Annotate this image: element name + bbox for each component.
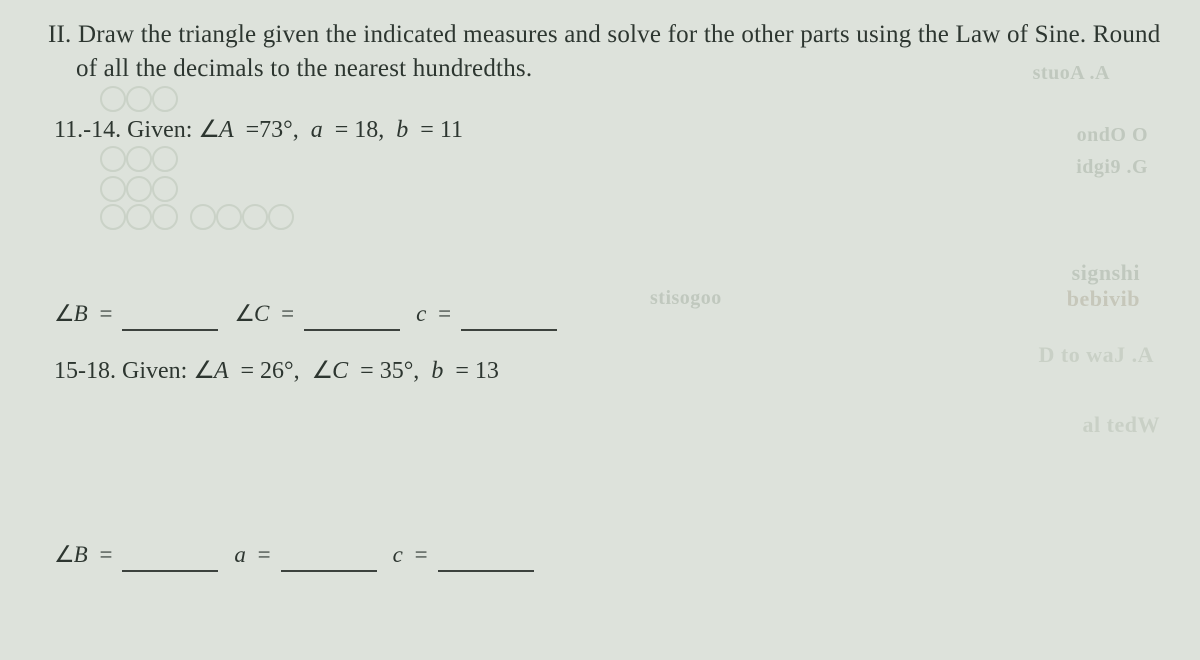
given-eq: = 11	[414, 117, 463, 143]
problem-11-14: 11.-14. Given: A =73°, a = 18, b = 11 B …	[54, 114, 1172, 329]
answer-B: B =	[54, 539, 222, 570]
answer-c-side: c =	[416, 298, 561, 329]
blank-B[interactable]	[122, 546, 218, 572]
blank-c-side[interactable]	[461, 305, 557, 331]
answer-c-side: c =	[393, 539, 538, 570]
given-angle-C: C	[312, 358, 349, 384]
section-heading: II. Draw the triangle given the indicate…	[48, 18, 1172, 86]
blank-B[interactable]	[122, 305, 218, 331]
given-eq: = 13	[449, 358, 499, 384]
given-angle-A: A	[198, 117, 233, 143]
given-angle-A: A	[193, 358, 228, 384]
given-eq: = 26°,	[235, 358, 306, 384]
given-line-2: 15-18. Given: A = 26°, C = 35°, b = 13	[54, 355, 1172, 387]
problem-15-18: 15-18. Given: A = 26°, C = 35°, b = 13 B…	[54, 355, 1172, 570]
problem-label: 11.-14. Given:	[54, 117, 192, 143]
problem-label: 15-18. Given:	[54, 358, 187, 384]
given-line-1: 11.-14. Given: A =73°, a = 18, b = 11	[54, 114, 1172, 146]
given-b: b	[431, 358, 443, 384]
given-eq: =73°,	[240, 117, 305, 143]
given-eq: = 35°,	[354, 358, 425, 384]
blank-c-side[interactable]	[438, 546, 534, 572]
blank-C-angle[interactable]	[304, 305, 400, 331]
given-b: b	[396, 117, 408, 143]
answers-row-2: B = a = c =	[54, 539, 1172, 570]
given-a: a	[311, 117, 323, 143]
answer-a-side: a =	[234, 539, 380, 570]
given-eq: = 18,	[329, 117, 391, 143]
answer-C-angle: C =	[234, 298, 404, 329]
answers-row-1: B = C = c =	[54, 298, 1172, 329]
blank-a-side[interactable]	[281, 546, 377, 572]
answer-B: B =	[54, 298, 222, 329]
